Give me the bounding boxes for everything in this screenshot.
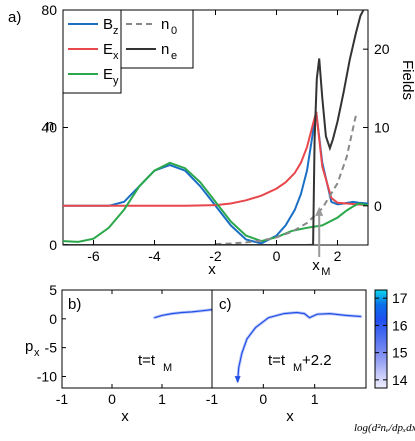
a-xtick-label: -2: [209, 248, 222, 264]
xm-label-sub: M: [321, 266, 330, 278]
panel-a-series: [63, 10, 368, 245]
series-Ey: [63, 161, 368, 243]
trajectory: [237, 311, 361, 382]
panel-c-xlabel: x: [286, 408, 294, 425]
xtick-label: 1: [158, 391, 166, 407]
panel-b-frame: [61, 289, 213, 389]
legend-label: n: [161, 41, 169, 58]
panel-b-annotation-text: t=t: [138, 352, 156, 369]
legend-label-sub: y: [113, 75, 119, 87]
panel-c-annotation-text: t=t: [268, 352, 286, 369]
series-Ex: [63, 111, 368, 207]
colorbar: 14 15 16 17 log(d²nₑ/dpₓdx): [354, 289, 415, 434]
legend-label-sub: 0: [171, 25, 177, 37]
xtick-label: 0: [108, 391, 116, 407]
colorbar-label: log(d²nₑ/dpₓdx): [354, 422, 415, 434]
xtick-label: -1: [56, 391, 69, 407]
panel-b-axes: -1 0 150-5-10: [37, 282, 166, 407]
panel-c-data: [234, 310, 363, 384]
panel-b-annotation: t=t M: [138, 352, 172, 374]
a-ytick-label: 0: [49, 237, 57, 253]
a-xtick-label: 2: [334, 248, 342, 264]
panel-b: -1 0 150-5-10 b) x t=t M p x: [25, 282, 214, 425]
colorbar-gradient: [374, 289, 388, 389]
xm-arrow-head: [315, 206, 324, 216]
xtick-label: 1: [311, 391, 319, 407]
xtick-label: 0: [259, 391, 267, 407]
a-ytick-label: 40: [41, 120, 57, 136]
legend-label: E: [103, 66, 113, 83]
panel-c-frame: [211, 289, 367, 389]
panel-c-annotation: t=t M +2.2: [268, 352, 332, 374]
ytick-label: 0: [49, 311, 57, 327]
panel-b-ylabel-text: p: [25, 338, 33, 355]
a-ytick-label: 80: [41, 2, 57, 18]
legend-label-sub: z: [113, 25, 119, 37]
a-xtick-label: 0: [273, 248, 281, 264]
legend-label-sub: x: [113, 50, 119, 62]
panel-b-ylabel: p x: [25, 338, 40, 359]
series-n0: [215, 115, 357, 245]
legend-density: n 0n e: [120, 9, 194, 69]
panel-a-label: a): [8, 9, 21, 26]
panel-b-annotation-sub: M: [163, 362, 172, 374]
panel-c-annotation-suffix: +2.2: [302, 352, 332, 369]
a-ytick-right-label: 20: [374, 41, 390, 57]
colorbar-tick-label: 16: [392, 317, 408, 333]
panel-a-ylabel-right: Fields: [399, 60, 415, 100]
ytick-label: -5: [45, 340, 58, 356]
trajectory: [154, 309, 213, 319]
panel-b-ylabel-sub: x: [34, 347, 40, 359]
panel-a-xlabel: x: [208, 261, 216, 278]
panel-b-data: [153, 308, 214, 320]
a-xtick-label: -4: [148, 248, 161, 264]
legend-label: E: [103, 41, 113, 58]
panel-c-axes: -1 0 1: [206, 290, 319, 407]
series-ne: [63, 10, 365, 245]
legend-label-sub: e: [171, 50, 177, 62]
panel-b-xlabel: x: [121, 408, 129, 425]
ytick-label: -10: [37, 368, 57, 384]
panel-c-annotation-sub: M: [293, 362, 302, 374]
colorbar-tick-label: 17: [392, 290, 408, 306]
a-xtick-label: -6: [87, 248, 100, 264]
xtick-label: -1: [206, 391, 219, 407]
colorbar-ticks: 14 15 16 17: [375, 290, 408, 388]
a-ytick-right-label: 10: [374, 120, 390, 136]
legend-box: [120, 9, 194, 69]
trajectory-arrow-head: [234, 376, 241, 384]
colorbar-tick-label: 15: [392, 345, 408, 361]
panel-a-ylabel: n: [46, 117, 54, 134]
legend-label: n: [161, 16, 169, 33]
colorbar-tick-label: 14: [392, 372, 408, 388]
ytick-label: 5: [49, 282, 57, 298]
panel-c: -1 0 1 c) x t=t M +2.2: [206, 289, 367, 425]
panel-c-label: c): [219, 296, 232, 313]
panel-b-label: b): [68, 296, 81, 313]
legend-label: B: [103, 16, 113, 33]
xm-label: x: [312, 257, 320, 274]
a-ytick-right-label: 0: [374, 198, 382, 214]
